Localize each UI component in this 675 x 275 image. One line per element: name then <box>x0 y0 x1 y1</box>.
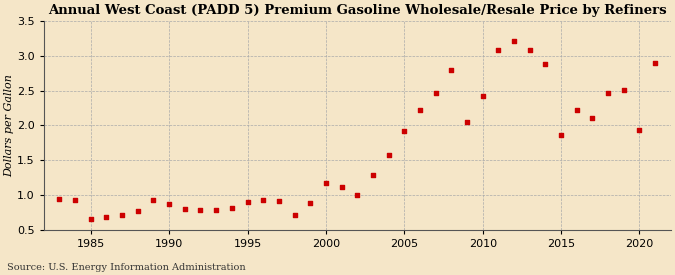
Point <box>540 62 551 67</box>
Point <box>556 133 566 138</box>
Point <box>85 217 96 222</box>
Point <box>414 108 425 112</box>
Point <box>148 198 159 202</box>
Point <box>180 207 190 211</box>
Point <box>321 180 331 185</box>
Point <box>399 129 410 133</box>
Title: Annual West Coast (PADD 5) Premium Gasoline Wholesale/Resale Price by Refiners: Annual West Coast (PADD 5) Premium Gasol… <box>48 4 667 17</box>
Point <box>70 198 80 202</box>
Point <box>430 91 441 96</box>
Point <box>211 208 221 213</box>
Text: Source: U.S. Energy Information Administration: Source: U.S. Energy Information Administ… <box>7 263 246 272</box>
Point <box>509 39 520 43</box>
Point <box>336 185 347 189</box>
Point <box>117 212 128 217</box>
Point <box>524 48 535 53</box>
Point <box>587 116 598 120</box>
Point <box>226 205 237 210</box>
Point <box>164 202 175 206</box>
Point <box>446 68 457 72</box>
Y-axis label: Dollars per Gallon: Dollars per Gallon <box>4 74 14 177</box>
Point <box>603 90 614 95</box>
Point <box>571 108 582 112</box>
Point <box>352 193 362 197</box>
Point <box>383 153 394 158</box>
Point <box>258 198 269 202</box>
Point <box>195 208 206 213</box>
Point <box>618 88 629 92</box>
Point <box>368 173 379 177</box>
Point <box>634 127 645 132</box>
Point <box>305 201 316 206</box>
Point <box>273 199 284 204</box>
Point <box>132 209 143 213</box>
Point <box>289 212 300 217</box>
Point <box>493 47 504 52</box>
Point <box>54 196 65 201</box>
Point <box>477 94 488 98</box>
Point <box>101 215 112 219</box>
Point <box>650 61 661 65</box>
Point <box>242 200 253 204</box>
Point <box>462 120 472 124</box>
